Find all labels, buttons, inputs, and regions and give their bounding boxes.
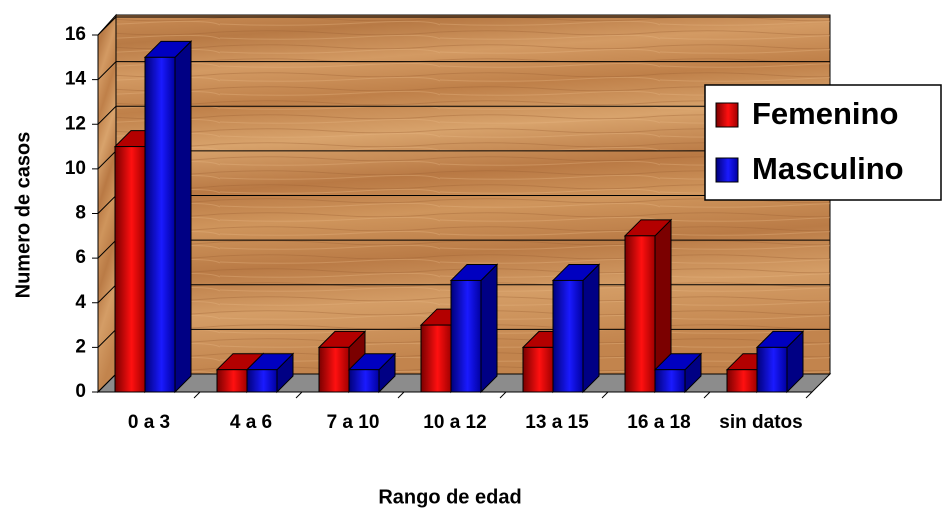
side-wall xyxy=(97,13,117,394)
x-tick xyxy=(805,391,813,399)
bar-front xyxy=(624,235,656,393)
bar-front xyxy=(246,369,278,393)
bar xyxy=(449,263,499,394)
bar xyxy=(347,352,397,394)
bar xyxy=(245,352,295,394)
grid-line xyxy=(97,239,117,259)
bar xyxy=(551,263,601,394)
x-tick xyxy=(193,391,201,399)
grid-line xyxy=(97,373,117,393)
bar-front xyxy=(756,346,788,393)
bar-front xyxy=(318,346,350,393)
x-tick-label: 10 a 12 xyxy=(423,412,486,433)
x-tick xyxy=(499,391,507,399)
bar xyxy=(755,330,805,394)
legend-label: Masculino xyxy=(752,151,904,186)
bar-front xyxy=(552,279,584,393)
bar-front xyxy=(726,369,758,393)
legend-box xyxy=(704,84,942,201)
legend-swatch xyxy=(715,102,739,128)
x-tick xyxy=(397,391,405,399)
y-tick-label: 4 xyxy=(75,292,86,313)
y-tick-label: 0 xyxy=(75,381,86,402)
bar-front xyxy=(114,146,146,393)
legend-swatch xyxy=(715,157,739,183)
grid-line xyxy=(97,105,117,125)
grid-line xyxy=(97,329,117,348)
bar-front xyxy=(420,324,452,393)
grid-line xyxy=(97,61,117,80)
x-tick xyxy=(703,391,711,399)
y-tick-label: 14 xyxy=(65,69,87,90)
bar xyxy=(653,352,703,394)
bar-side xyxy=(174,40,192,394)
bar xyxy=(143,40,193,394)
x-tick-label: 7 a 10 xyxy=(327,412,380,433)
bar-side xyxy=(480,263,498,394)
bar-front xyxy=(144,56,176,393)
x-axis-title: Rango de edad xyxy=(378,486,521,508)
x-tick-label: sin datos xyxy=(719,412,802,433)
y-tick-label: 10 xyxy=(65,158,86,179)
grid-line xyxy=(97,16,117,36)
x-tick-label: 0 a 3 xyxy=(128,412,170,433)
x-tick xyxy=(601,391,609,399)
bar-front xyxy=(522,346,554,393)
x-tick-label: 13 a 15 xyxy=(525,412,589,433)
y-tick-label: 16 xyxy=(65,24,86,45)
grid-line xyxy=(97,284,117,304)
bar xyxy=(623,218,673,394)
y-tick-label: 12 xyxy=(65,113,86,134)
bar-front xyxy=(450,279,482,393)
grid-line xyxy=(97,195,117,214)
y-tick-label: 2 xyxy=(75,336,86,357)
x-tick-label: 4 a 6 xyxy=(230,412,272,433)
bar-front xyxy=(216,369,248,393)
grid-line xyxy=(97,150,117,170)
y-tick-label: 6 xyxy=(75,247,86,268)
legend-label: Femenino xyxy=(752,96,898,131)
x-tick-label: 16 a 18 xyxy=(627,412,690,433)
bar-side xyxy=(582,263,600,394)
legend: Femenino Masculino xyxy=(704,84,942,201)
y-axis-title: Numero de casos xyxy=(12,132,34,299)
y-tick-label: 8 xyxy=(75,203,86,224)
bar-front xyxy=(654,369,686,393)
x-tick xyxy=(295,391,303,399)
bar-front xyxy=(348,369,380,393)
